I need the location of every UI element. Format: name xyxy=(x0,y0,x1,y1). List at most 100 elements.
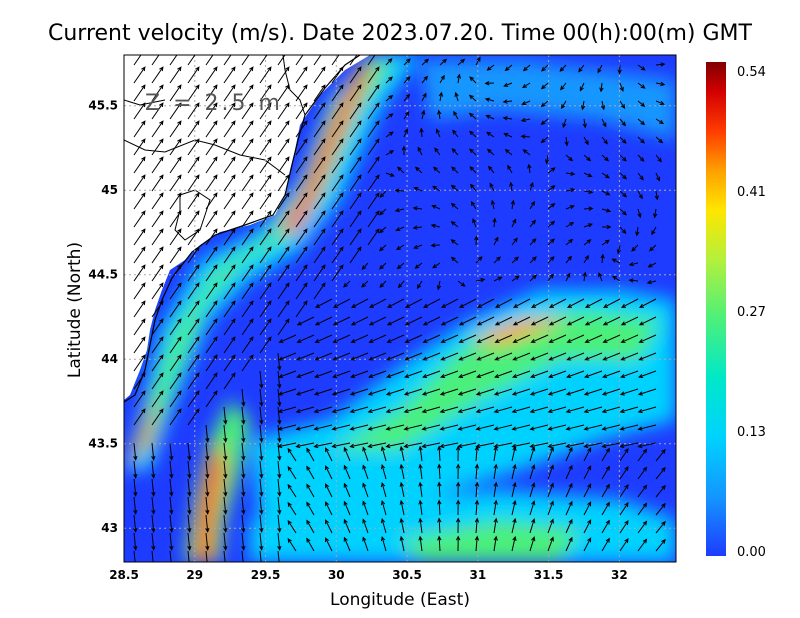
velocity-arrow xyxy=(259,424,264,443)
velocity-arrow xyxy=(432,262,441,269)
velocity-arrow xyxy=(418,481,423,498)
velocity-arrow xyxy=(421,442,441,449)
velocity-arrow xyxy=(475,424,495,431)
velocity-arrow xyxy=(223,138,236,156)
velocity-arrow xyxy=(490,199,496,210)
velocity-arrow xyxy=(277,496,282,515)
velocity-arrow xyxy=(367,102,380,120)
velocity-arrow xyxy=(399,445,405,462)
velocity-arrow xyxy=(474,517,480,534)
velocity-arrow xyxy=(439,424,459,431)
velocity-arrow xyxy=(187,55,196,66)
velocity-arrow xyxy=(547,167,556,174)
velocity-arrow xyxy=(512,334,531,343)
velocity-arrow xyxy=(151,228,164,246)
velocity-arrow xyxy=(380,500,387,516)
velocity-arrow xyxy=(619,136,627,144)
velocity-arrow xyxy=(259,102,272,120)
velocity-arrow xyxy=(187,532,192,551)
velocity-arrow xyxy=(487,165,495,174)
velocity-arrow xyxy=(350,316,369,326)
velocity-arrow xyxy=(530,316,549,326)
velocity-arrow xyxy=(241,514,246,533)
velocity-arrow xyxy=(223,300,236,318)
velocity-arrow xyxy=(511,445,517,462)
velocity-arrow xyxy=(380,446,387,462)
velocity-arrow xyxy=(583,189,594,194)
velocity-arrow xyxy=(583,254,589,264)
velocity-arrow xyxy=(584,370,603,378)
velocity-arrow xyxy=(169,354,182,372)
velocity-arrow xyxy=(602,224,612,230)
velocity-arrow xyxy=(386,334,405,343)
x-tick-label: 31 xyxy=(469,568,486,582)
plot-frame xyxy=(123,54,677,563)
velocity-arrow xyxy=(367,424,387,431)
velocity-arrow xyxy=(368,316,387,326)
velocity-arrow xyxy=(565,442,585,449)
velocity-arrow xyxy=(187,318,200,336)
velocity-arrow xyxy=(313,66,326,84)
velocity-arrow xyxy=(602,298,621,308)
velocity-arrow xyxy=(187,514,192,533)
velocity-arrow xyxy=(241,550,244,562)
velocity-arrow xyxy=(367,228,380,246)
velocity-arrow xyxy=(295,264,308,282)
velocity-arrow xyxy=(133,478,138,497)
velocity-arrow xyxy=(349,406,369,414)
velocity-arrow xyxy=(450,202,459,210)
velocity-arrow xyxy=(457,406,477,414)
velocity-arrow xyxy=(259,228,272,246)
velocity-arrow xyxy=(646,280,657,285)
velocity-arrow xyxy=(133,84,146,102)
velocity-arrow xyxy=(601,483,610,498)
velocity-arrow xyxy=(287,447,297,462)
velocity-arrow xyxy=(637,190,643,200)
velocity-arrow xyxy=(637,520,648,534)
velocity-arrow xyxy=(205,532,210,551)
velocity-arrow xyxy=(452,129,459,138)
velocity-arrow xyxy=(637,118,646,126)
velocity-arrow xyxy=(655,448,666,462)
velocity-arrow xyxy=(385,406,405,414)
velocity-arrow xyxy=(439,58,448,66)
velocity-arrow xyxy=(628,278,639,283)
velocity-arrow xyxy=(395,226,405,231)
velocity-arrow xyxy=(619,154,627,162)
velocity-arrow xyxy=(565,205,575,210)
velocity-arrow xyxy=(205,300,218,318)
velocity-arrow xyxy=(133,300,146,318)
velocity-arrow xyxy=(619,448,629,462)
velocity-arrow xyxy=(296,334,315,343)
velocity-arrow xyxy=(437,481,442,498)
velocity-arrow xyxy=(343,482,351,498)
velocity-arrow xyxy=(169,55,178,66)
x-tick-label: 30 xyxy=(328,568,345,582)
velocity-arrow xyxy=(151,336,164,354)
velocity-arrow xyxy=(367,174,380,192)
velocity-arrow xyxy=(565,518,573,534)
velocity-arrow xyxy=(502,99,513,104)
velocity-arrow xyxy=(306,519,315,534)
velocity-arrow xyxy=(637,136,645,144)
velocity-arrow xyxy=(396,166,405,174)
velocity-arrow xyxy=(277,550,280,562)
velocity-arrow xyxy=(362,446,369,462)
x-tick-labels: 28.5 29 29.5 30 30.5 31 31.5 32 xyxy=(109,568,628,582)
velocity-arrow xyxy=(277,156,290,174)
velocity-arrow xyxy=(484,97,495,102)
velocity-arrow xyxy=(638,316,657,326)
velocity-arrow xyxy=(601,208,612,213)
velocity-arrow xyxy=(367,192,380,210)
velocity-arrow xyxy=(187,66,200,84)
velocity-arrow xyxy=(151,55,160,66)
border-line xyxy=(124,139,286,176)
velocity-arrow xyxy=(413,244,423,249)
velocity-arrow xyxy=(438,91,444,102)
velocity-arrow xyxy=(223,424,228,443)
velocity-arrow xyxy=(494,370,513,378)
x-tick-label: 28.5 xyxy=(109,568,139,582)
velocity-arrow xyxy=(469,183,477,192)
velocity-arrow xyxy=(187,408,200,426)
velocity-arrow xyxy=(295,210,308,228)
